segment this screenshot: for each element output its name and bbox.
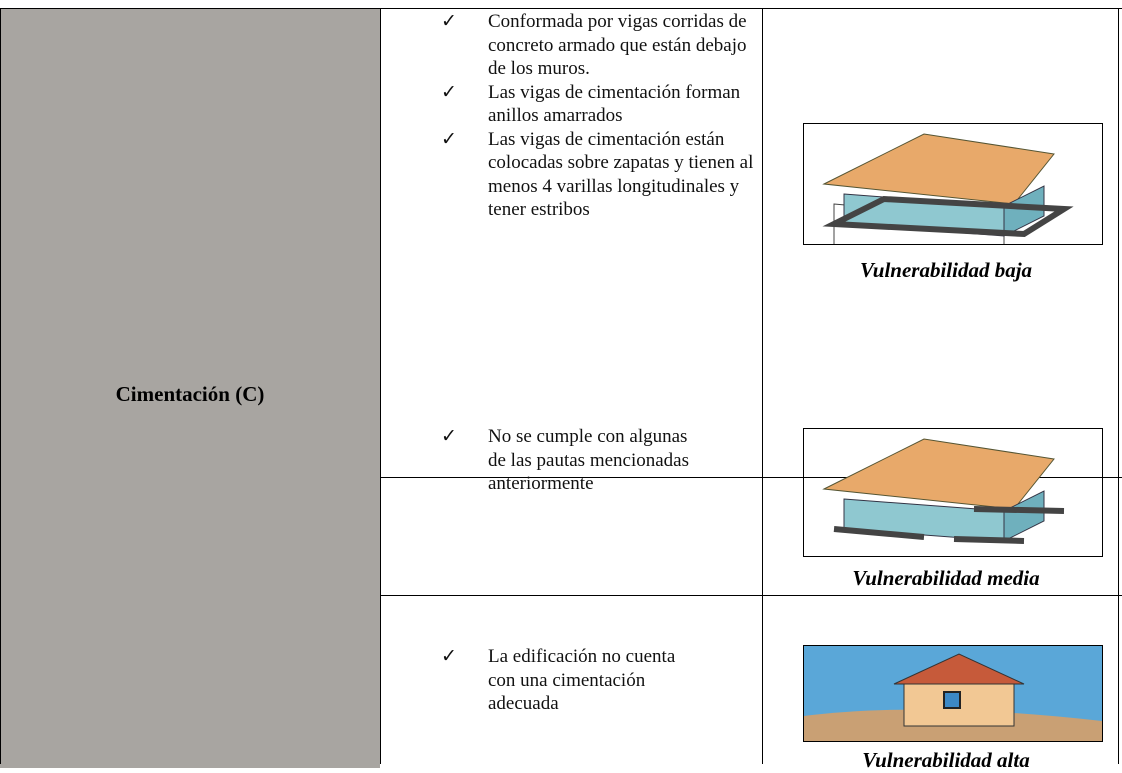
caption: Vulnerabilidad baja bbox=[859, 258, 1033, 282]
item: Las vigas de cimentación forman anillos … bbox=[441, 81, 761, 128]
item-list: Conformada por vigas corridas de concret… bbox=[441, 10, 761, 222]
item: La edificación no cuenta con una cimenta… bbox=[441, 645, 701, 716]
item-list: La edificación no cuenta con una cimenta… bbox=[441, 645, 701, 716]
illustration bbox=[803, 428, 1103, 557]
border bbox=[1118, 8, 1119, 764]
border bbox=[0, 8, 1122, 9]
border bbox=[762, 8, 763, 764]
header-label: Cimentación (C) bbox=[115, 382, 265, 406]
border bbox=[380, 595, 1122, 596]
caption: Vulnerabilidad media bbox=[852, 566, 1040, 590]
illustration bbox=[803, 123, 1103, 245]
item-list: No se cumple con algunas de las pautas m… bbox=[441, 425, 701, 496]
caption: Vulnerabilidad alta bbox=[862, 748, 1030, 772]
border bbox=[380, 8, 381, 764]
illustration-art bbox=[804, 646, 1102, 741]
border bbox=[380, 477, 1122, 478]
border bbox=[0, 8, 1, 764]
illustration-art bbox=[822, 133, 1074, 244]
item: Las vigas de cimentación están colocadas… bbox=[441, 128, 761, 222]
item: No se cumple con algunas de las pautas m… bbox=[441, 425, 701, 496]
item: Conformada por vigas corridas de concret… bbox=[441, 10, 761, 81]
header-cell bbox=[0, 8, 380, 768]
illustration bbox=[803, 645, 1103, 742]
illustration-art bbox=[822, 438, 1065, 544]
